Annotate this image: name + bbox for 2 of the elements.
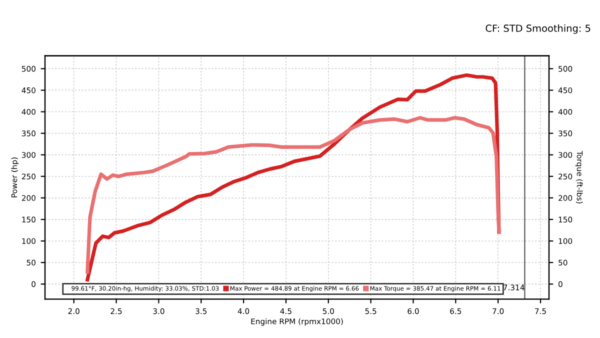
line-series (86, 116, 501, 274)
chart-subtitle: CF: STD Smoothing: 5 (486, 24, 590, 34)
